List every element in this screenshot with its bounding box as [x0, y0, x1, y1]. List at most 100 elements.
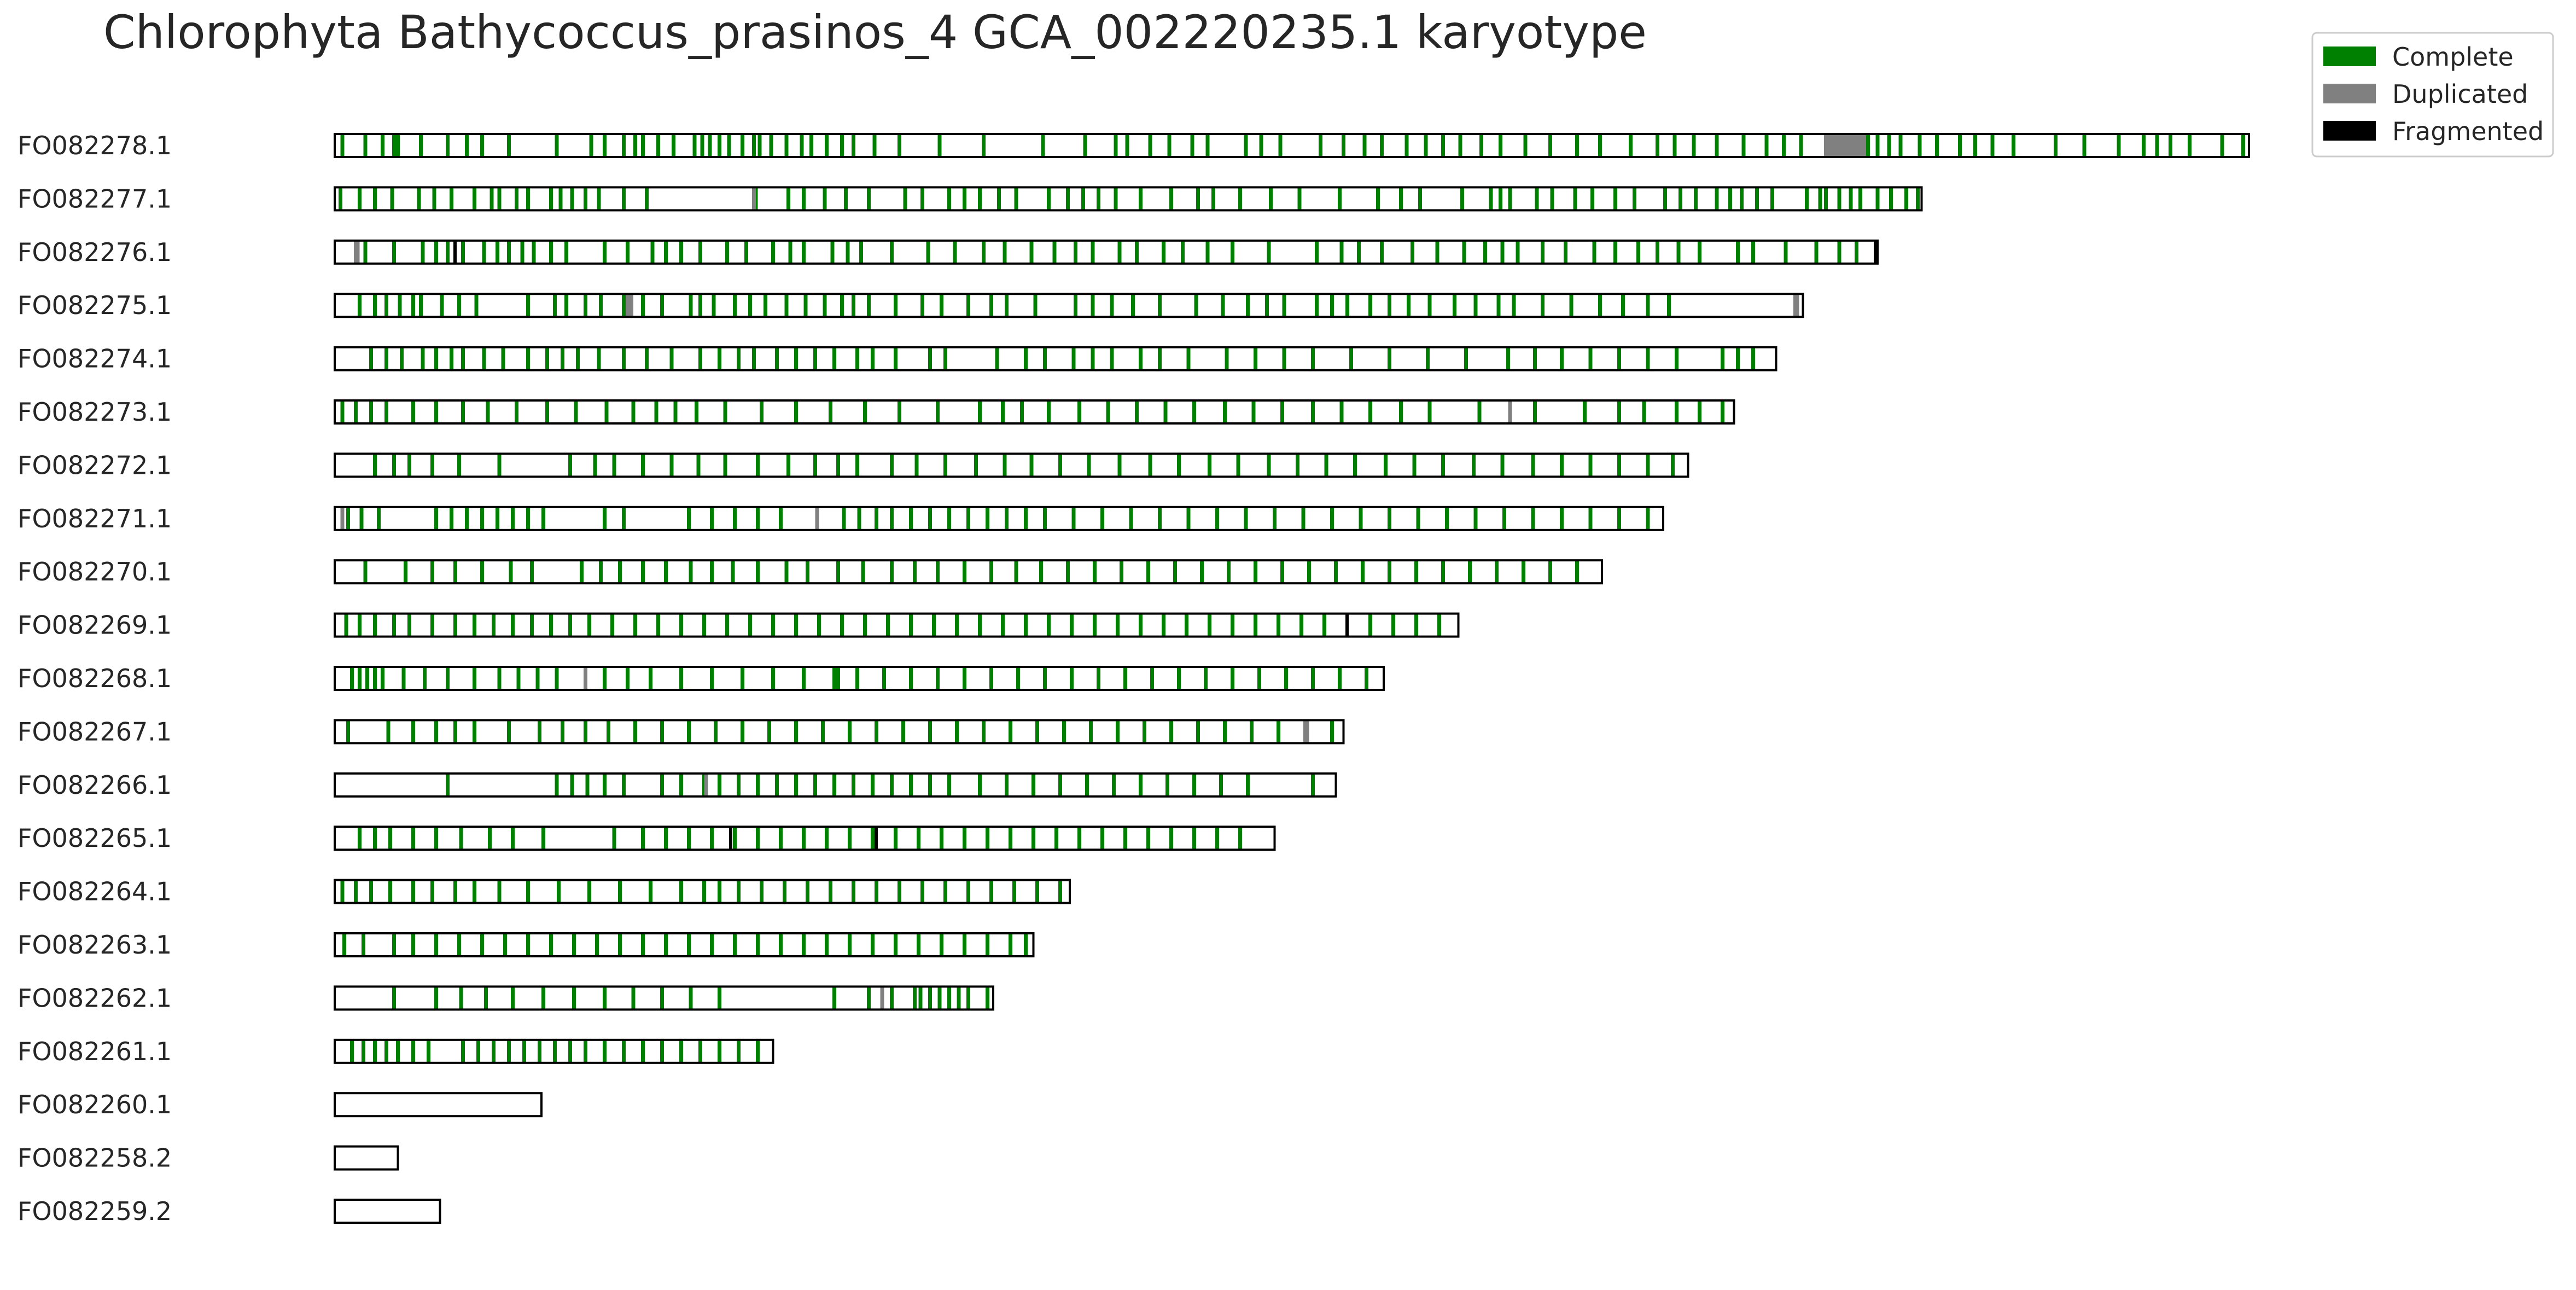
- complete-busco-mark: [411, 933, 415, 956]
- complete-busco-mark: [744, 240, 748, 264]
- complete-busco-mark: [1106, 400, 1110, 423]
- complete-busco-mark: [1043, 507, 1047, 530]
- complete-busco-mark: [599, 294, 603, 317]
- complete-busco-mark: [398, 294, 402, 317]
- chromosome-bar: [334, 1145, 399, 1171]
- complete-busco-mark: [692, 134, 697, 157]
- complete-busco-mark: [572, 933, 576, 956]
- complete-busco-mark: [597, 347, 601, 370]
- complete-busco-mark: [897, 880, 901, 903]
- complete-busco-mark: [584, 1039, 587, 1063]
- fragmented-busco-mark: [729, 827, 732, 850]
- chromosome-bar: [334, 452, 1689, 478]
- complete-busco-mark: [1736, 347, 1740, 370]
- complete-busco-mark: [599, 560, 603, 584]
- complete-busco-mark: [434, 400, 438, 423]
- complete-busco-mark: [346, 507, 350, 530]
- chromosome-row: FO082263.1: [18, 930, 1035, 960]
- complete-busco-mark: [641, 827, 645, 850]
- complete-busco-mark: [1411, 240, 1414, 264]
- duplicated-busco-mark: [1508, 400, 1512, 423]
- complete-busco-mark: [1043, 667, 1047, 690]
- complete-busco-mark: [779, 827, 783, 850]
- complete-busco-mark: [1575, 134, 1579, 157]
- complete-busco-mark: [1200, 560, 1204, 584]
- chromosome-bar: [334, 826, 1276, 851]
- complete-busco-mark: [1533, 400, 1537, 423]
- complete-busco-mark: [649, 667, 652, 690]
- complete-busco-mark: [1123, 667, 1127, 690]
- complete-busco-mark: [1029, 454, 1034, 477]
- complete-busco-mark: [344, 613, 348, 637]
- complete-busco-mark: [1205, 134, 1210, 157]
- complete-busco-mark: [584, 187, 587, 211]
- complete-busco-mark: [1656, 240, 1659, 264]
- complete-busco-mark: [1246, 294, 1250, 317]
- complete-busco-mark: [861, 560, 865, 584]
- complete-busco-mark: [381, 667, 384, 690]
- complete-busco-mark: [1041, 134, 1045, 157]
- chromosome-label: FO082272.1: [18, 450, 172, 480]
- complete-busco-mark: [535, 667, 540, 690]
- complete-busco-mark: [840, 294, 844, 317]
- complete-busco-mark: [660, 1039, 664, 1063]
- complete-busco-mark: [875, 507, 878, 530]
- complete-busco-mark: [947, 507, 951, 530]
- complete-busco-mark: [342, 933, 346, 956]
- complete-busco-mark: [1412, 454, 1417, 477]
- complete-busco-mark: [1531, 454, 1535, 477]
- duplicated-busco-mark: [1303, 720, 1309, 743]
- complete-busco-mark: [511, 613, 515, 637]
- complete-busco-mark: [1512, 294, 1516, 317]
- complete-busco-mark: [1020, 400, 1024, 423]
- complete-busco-mark: [597, 187, 601, 211]
- complete-busco-mark: [1506, 347, 1510, 370]
- complete-busco-mark: [354, 400, 358, 423]
- complete-busco-mark: [913, 560, 917, 584]
- complete-busco-mark: [350, 1039, 354, 1063]
- complete-busco-mark: [453, 613, 457, 637]
- complete-busco-mark: [723, 454, 727, 477]
- complete-busco-mark: [1875, 134, 1880, 157]
- complete-busco-mark: [825, 827, 829, 850]
- complete-busco-mark: [362, 1039, 365, 1063]
- complete-busco-mark: [545, 347, 549, 370]
- complete-busco-mark: [844, 187, 848, 211]
- complete-busco-mark: [1427, 294, 1432, 317]
- complete-busco-mark: [909, 667, 913, 690]
- complete-busco-mark: [867, 187, 871, 211]
- complete-busco-mark: [1784, 240, 1788, 264]
- complete-busco-mark: [392, 240, 396, 264]
- complete-busco-mark: [771, 667, 775, 690]
- complete-busco-mark: [511, 986, 515, 1010]
- complete-busco-mark: [1330, 294, 1334, 317]
- complete-busco-mark: [1424, 134, 1428, 157]
- complete-busco-mark: [595, 933, 599, 956]
- complete-busco-mark: [1636, 240, 1640, 264]
- complete-busco-mark: [1330, 507, 1334, 530]
- complete-busco-mark: [963, 667, 966, 690]
- complete-busco-mark: [612, 827, 616, 850]
- complete-busco-mark: [733, 933, 737, 956]
- complete-busco-mark: [737, 347, 741, 370]
- complete-busco-mark: [903, 187, 907, 211]
- complete-busco-mark: [1211, 187, 1215, 211]
- complete-busco-mark: [1254, 347, 1257, 370]
- complete-busco-mark: [890, 240, 894, 264]
- complete-busco-mark: [497, 667, 502, 690]
- complete-busco-mark: [1499, 134, 1502, 157]
- complete-busco-mark: [480, 560, 484, 584]
- chromosome-row: FO082266.1: [18, 770, 1337, 800]
- complete-busco-mark: [1074, 240, 1077, 264]
- complete-busco-mark: [1818, 187, 1822, 211]
- complete-busco-mark: [1186, 347, 1191, 370]
- complete-busco-mark: [1135, 240, 1139, 264]
- complete-busco-mark: [867, 294, 871, 317]
- complete-busco-mark: [1185, 613, 1188, 637]
- complete-busco-mark: [863, 400, 867, 423]
- complete-busco-mark: [767, 720, 771, 743]
- complete-busco-mark: [501, 347, 505, 370]
- complete-busco-mark: [1204, 667, 1208, 690]
- chromosome-bar: [334, 505, 1664, 531]
- duplicated-busco-mark: [340, 507, 345, 530]
